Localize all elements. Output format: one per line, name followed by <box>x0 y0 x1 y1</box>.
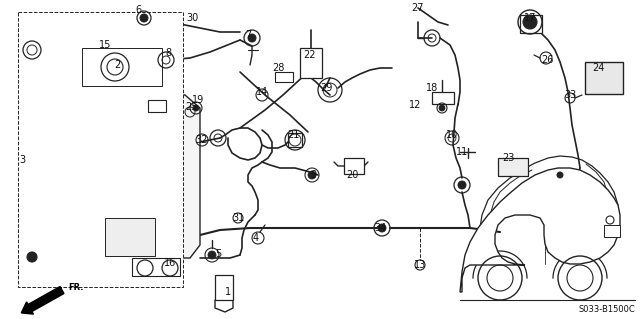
Text: 11: 11 <box>456 147 468 157</box>
Text: 25: 25 <box>185 102 197 112</box>
Circle shape <box>27 252 37 262</box>
Circle shape <box>308 171 316 179</box>
Text: 27: 27 <box>412 3 424 13</box>
Text: 5: 5 <box>215 249 221 259</box>
Text: 14: 14 <box>256 87 268 97</box>
Bar <box>604 225 620 237</box>
Text: 16: 16 <box>164 258 176 268</box>
Text: 18: 18 <box>426 83 438 93</box>
Bar <box>300 48 322 78</box>
Circle shape <box>523 15 537 29</box>
Text: 22: 22 <box>304 50 316 60</box>
Text: 13: 13 <box>414 260 426 270</box>
Text: 8: 8 <box>165 48 171 58</box>
Text: 17: 17 <box>524 13 536 23</box>
Text: FR.: FR. <box>68 284 83 293</box>
Circle shape <box>439 105 445 111</box>
Text: 26: 26 <box>541 55 553 65</box>
Text: 6: 6 <box>135 5 141 15</box>
Bar <box>215 275 233 300</box>
Text: 19: 19 <box>192 95 204 105</box>
Text: 10: 10 <box>446 130 458 140</box>
Circle shape <box>458 181 466 189</box>
Bar <box>275 72 293 82</box>
Text: 15: 15 <box>99 40 111 50</box>
Text: 28: 28 <box>272 63 284 73</box>
Polygon shape <box>460 168 620 292</box>
Bar <box>585 62 623 94</box>
FancyArrow shape <box>21 286 64 314</box>
Text: 12: 12 <box>409 100 421 110</box>
Bar <box>498 158 528 176</box>
Text: 29: 29 <box>320 83 332 93</box>
Bar <box>344 158 364 174</box>
Text: 24: 24 <box>592 63 604 73</box>
Text: S033-B1500C: S033-B1500C <box>579 306 635 315</box>
Bar <box>82 48 162 86</box>
Text: 21: 21 <box>287 130 299 140</box>
Text: 33: 33 <box>564 90 576 100</box>
Bar <box>148 100 166 112</box>
Circle shape <box>193 105 199 111</box>
Circle shape <box>378 224 386 232</box>
Circle shape <box>248 34 256 42</box>
Text: 3: 3 <box>19 155 25 165</box>
Text: 34: 34 <box>374 223 386 233</box>
Bar <box>520 15 542 33</box>
Text: 20: 20 <box>346 170 358 180</box>
Bar <box>432 92 454 104</box>
Text: 4: 4 <box>253 233 259 243</box>
Text: 31: 31 <box>232 213 244 223</box>
Text: 1: 1 <box>225 287 231 297</box>
Text: 7: 7 <box>245 30 251 40</box>
Bar <box>132 258 180 276</box>
Text: 2: 2 <box>114 60 120 70</box>
Text: 32: 32 <box>196 135 208 145</box>
Circle shape <box>208 251 216 259</box>
Polygon shape <box>95 95 200 258</box>
Circle shape <box>557 172 563 178</box>
Text: 9: 9 <box>310 170 316 180</box>
Bar <box>288 133 302 147</box>
Bar <box>105 218 155 256</box>
Text: 30: 30 <box>186 13 198 23</box>
Text: 23: 23 <box>502 153 514 163</box>
Bar <box>18 12 183 287</box>
Circle shape <box>140 14 148 22</box>
